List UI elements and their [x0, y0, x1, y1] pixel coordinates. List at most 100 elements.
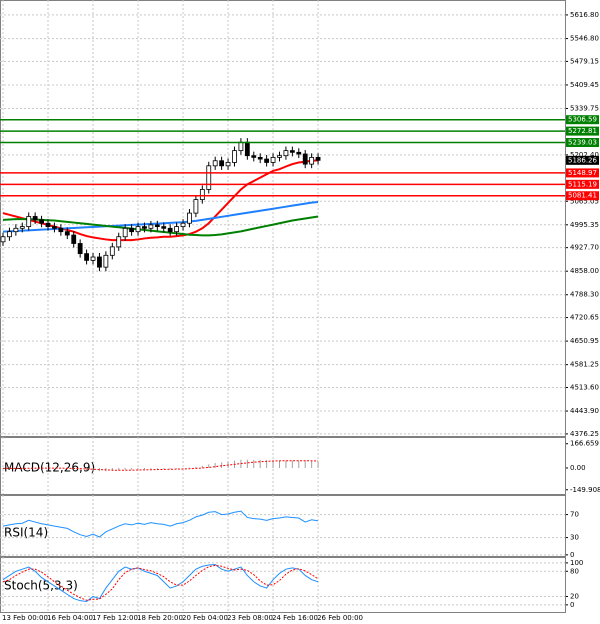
candle-body: [154, 224, 160, 228]
panel-frame: [0, 557, 566, 613]
candle-body: [219, 160, 225, 167]
candle-body: [103, 254, 109, 268]
y-tick-label: 80: [570, 567, 579, 575]
y-tick-label: 4858.00: [570, 267, 599, 275]
y-tick-label: 5202.40: [570, 151, 599, 159]
y-tick-label: 5339.75: [570, 104, 599, 112]
y-tick-label: 0.00: [570, 464, 586, 472]
candle-body: [39, 219, 44, 224]
y-tick-label: 4720.65: [570, 314, 599, 322]
candle-body: [109, 246, 115, 256]
candle-body: [206, 165, 212, 190]
level-label: 5239.03: [568, 139, 597, 147]
candle-body: [45, 222, 51, 228]
candle-body: [71, 234, 77, 244]
x-tick-label: 17 Feb 12:00: [92, 614, 138, 622]
candle-body: [251, 155, 257, 158]
candle-body: [180, 222, 186, 228]
indicator-title: Stoch(5,3,3): [4, 579, 78, 593]
candle-body: [0, 236, 6, 243]
candle-body: [277, 155, 282, 158]
level-label-box: [566, 191, 599, 201]
y-tick-label: 30: [570, 534, 579, 542]
candle-body: [26, 216, 32, 228]
candle-body: [135, 226, 141, 233]
candle-body: [289, 150, 295, 153]
candle-body: [212, 160, 218, 167]
candle-body: [129, 227, 135, 233]
indicator-line: [3, 460, 319, 471]
level-label: 5115.19: [568, 180, 597, 188]
indicator-line: [2, 510, 319, 538]
y-tick-label: -149.908: [570, 486, 600, 494]
moving-average: [2, 215, 319, 237]
x-tick-label: 20 Feb 04:00: [182, 614, 228, 622]
y-tick-label: 4581.25: [570, 361, 599, 369]
panel-frame: [0, 0, 566, 437]
level-label-box: [566, 138, 599, 148]
candle-body: [58, 227, 64, 233]
level-label-box: [566, 115, 599, 125]
level-label-box: [566, 179, 599, 189]
moving-average: [2, 200, 319, 233]
x-tick-label: 26 Feb 00:00: [317, 614, 363, 622]
y-tick-label: 4650.95: [570, 337, 599, 345]
candle-body: [193, 199, 199, 214]
candle-body: [187, 212, 192, 224]
y-tick-label: 5546.80: [570, 35, 599, 43]
candle-body: [84, 253, 89, 261]
candle-body: [32, 216, 38, 221]
y-tick-label: 4443.90: [570, 407, 599, 415]
candle-body: [148, 224, 154, 229]
level-label: 5306.59: [568, 116, 597, 124]
x-tick-label: 23 Feb 08:00: [227, 614, 273, 622]
candle-body: [232, 150, 237, 163]
candle-body: [161, 226, 167, 229]
indicator-line: [2, 564, 319, 601]
x-tick-label: 16 Feb 04:00: [47, 614, 93, 622]
level-label-box: [566, 126, 599, 136]
candle-body: [77, 243, 83, 255]
candle-body: [167, 227, 173, 233]
y-tick-label: 4788.30: [570, 291, 599, 299]
candle-body: [296, 151, 302, 155]
candle-body: [7, 231, 12, 238]
x-tick-label: 18 Feb 20:00: [137, 614, 183, 622]
candle-body: [122, 227, 128, 238]
y-tick-label: 4995.35: [570, 221, 599, 229]
candle-body: [97, 256, 102, 268]
candle-body: [238, 141, 244, 152]
candle-body: [302, 153, 308, 165]
candle-body: [257, 156, 263, 160]
y-tick-label: 5479.15: [570, 57, 599, 65]
candle-body: [264, 158, 270, 163]
y-tick-label: 100: [570, 559, 583, 567]
indicator-line: [2, 564, 319, 603]
last-price-label: 5186.26: [568, 156, 597, 164]
y-tick-label: 5065.05: [570, 197, 599, 205]
y-tick-label: 70: [570, 511, 579, 519]
y-tick-label: 20: [570, 592, 579, 600]
candle-body: [270, 156, 276, 163]
candle-body: [52, 226, 57, 229]
x-tick-label: 24 Feb 16:00: [272, 614, 318, 622]
level-label: 5081.41: [568, 192, 597, 200]
panel-frame: [0, 495, 566, 557]
level-label: 5148.97: [568, 169, 597, 177]
y-tick-label: 4513.60: [570, 384, 599, 392]
y-tick-label: 4376.25: [570, 430, 599, 438]
candle-body: [13, 227, 19, 233]
y-tick-label: 0: [570, 551, 574, 559]
y-tick-label: 5409.45: [570, 81, 599, 89]
candle-body: [142, 226, 147, 229]
y-tick-label: 4927.70: [570, 244, 599, 252]
y-tick-label: 166.659: [570, 440, 599, 448]
y-tick-label: 0: [570, 601, 574, 609]
candle-body: [225, 162, 231, 167]
candle-body: [309, 156, 315, 165]
candle-body: [283, 150, 289, 157]
candle-body: [90, 256, 96, 261]
indicator-title: MACD(12,26,9): [4, 461, 95, 475]
x-tick-label: 13 Feb 00:00: [2, 614, 48, 622]
